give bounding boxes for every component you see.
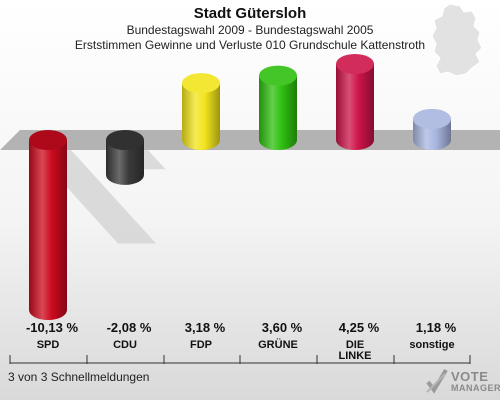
category-label-spd: SPD [37, 339, 60, 351]
bar-sonstige [413, 108, 451, 150]
category-label-sonstige: sonstige [409, 339, 454, 351]
bar-grüne [259, 65, 297, 150]
chart-title: Stadt Gütersloh [193, 5, 307, 22]
logo-text-manager: MANAGER [451, 383, 500, 393]
chart-subtitle-district: Erststimmen Gewinne und Verluste 010 Gru… [74, 38, 426, 52]
chart-subtitle-election: Bundestagswahl 2009 - Bundestagswahl 200… [126, 23, 374, 37]
checkmark-icon [426, 368, 448, 394]
value-label-die-linke: 4,25 % [339, 320, 380, 335]
category-label-die-linke: DIE LINKE [339, 339, 372, 362]
value-label-spd: -10,13 % [26, 320, 78, 335]
value-label-sonstige: 1,18 % [416, 320, 457, 335]
bar-cdu [106, 130, 144, 185]
germany-map-icon [431, 3, 483, 77]
value-label-grüne: 3,60 % [262, 320, 303, 335]
value-label-cdu: -2,08 % [107, 320, 152, 335]
votemanager-logo: VOTE MANAGER [425, 366, 500, 398]
value-label-fdp: 3,18 % [185, 320, 226, 335]
status-text: 3 von 3 Schnellmeldungen [8, 370, 150, 384]
bar-fdp [182, 73, 220, 150]
logo-text-vote: VOTE [451, 369, 489, 384]
category-label-fdp: FDP [190, 339, 212, 351]
category-label-cdu: CDU [113, 339, 137, 351]
bar-die-linke [336, 54, 374, 150]
category-label-grüne: GRÜNE [258, 338, 298, 351]
bar-spd [29, 130, 67, 320]
